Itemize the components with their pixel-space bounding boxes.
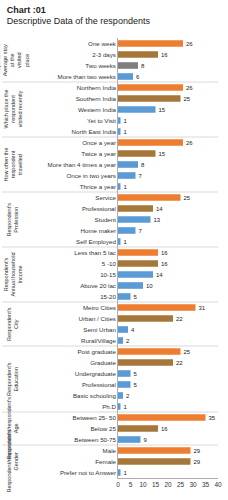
svg-text:How often therespondenttravell: How often therespondenttravelled — [3, 148, 23, 182]
svg-text:Prefer not to Answer: Prefer not to Answer — [60, 469, 116, 476]
svg-text:5: 5 — [134, 294, 138, 300]
svg-text:8: 8 — [141, 162, 145, 168]
svg-text:2-3 days: 2-3 days — [92, 51, 116, 58]
svg-text:Graduate: Graduate — [90, 359, 116, 366]
svg-text:5: 5 — [129, 481, 133, 488]
svg-text:Less than 5 lac: Less than 5 lac — [74, 249, 116, 256]
svg-text:Northern India: Northern India — [77, 84, 117, 91]
svg-text:Student: Student — [95, 216, 117, 223]
svg-text:1: 1 — [124, 239, 128, 245]
svg-text:0: 0 — [116, 481, 120, 488]
svg-text:Respondent'sAverage stayat the: Respondent'sAverage stayat thevisitedpla… — [0, 43, 30, 77]
svg-text:22: 22 — [176, 360, 183, 366]
svg-text:Urban / Cities: Urban / Cities — [78, 315, 115, 322]
svg-text:29: 29 — [194, 459, 201, 465]
svg-text:1: 1 — [124, 118, 128, 124]
svg-text:Once a year: Once a year — [82, 139, 116, 146]
svg-text:Professional: Professional — [82, 205, 116, 212]
svg-text:4: 4 — [131, 327, 135, 333]
svg-text:5: 5 — [134, 382, 138, 388]
svg-text:35: 35 — [209, 415, 216, 421]
svg-text:26: 26 — [186, 41, 193, 47]
svg-text:Western India: Western India — [78, 106, 117, 113]
svg-text:8: 8 — [141, 63, 145, 69]
svg-text:15: 15 — [159, 151, 166, 157]
svg-text:Respondent/respondent'sGender: Respondent/respondent'sGender — [6, 430, 19, 493]
svg-text:10: 10 — [139, 481, 147, 488]
svg-text:15: 15 — [152, 481, 160, 488]
svg-text:Yet to Visit: Yet to Visit — [87, 117, 116, 124]
svg-text:More than two weeks: More than two weeks — [57, 73, 115, 80]
svg-text:40: 40 — [214, 481, 222, 488]
svg-text:26: 26 — [186, 140, 193, 146]
svg-text:25: 25 — [184, 195, 191, 201]
svg-text:Undergraduate: Undergraduate — [75, 370, 117, 377]
svg-text:5 -10: 5 -10 — [102, 260, 117, 267]
svg-text:16: 16 — [161, 261, 168, 267]
svg-text:20: 20 — [164, 481, 172, 488]
svg-text:1: 1 — [124, 129, 128, 135]
svg-text:1: 1 — [124, 470, 128, 476]
svg-text:35: 35 — [202, 481, 210, 488]
svg-text:Two weeks: Two weeks — [85, 62, 116, 69]
svg-text:Ph.D: Ph.D — [102, 403, 116, 410]
svg-text:10: 10 — [146, 283, 153, 289]
svg-text:Basic schooling: Basic schooling — [73, 392, 117, 399]
svg-text:Female: Female — [95, 458, 116, 465]
svg-text:More than 4 times a year: More than 4 times a year — [48, 161, 116, 168]
svg-text:Respondent'sCity: Respondent'sCity — [6, 307, 19, 341]
svg-text:Respondent/respondent'sAge: Respondent/respondent'sAge — [6, 397, 19, 460]
svg-text:6: 6 — [136, 74, 140, 80]
svg-text:16: 16 — [161, 426, 168, 432]
svg-text:Once in two years: Once in two years — [66, 172, 116, 179]
svg-text:14: 14 — [156, 206, 163, 212]
svg-text:North East India: North East India — [72, 128, 117, 135]
svg-text:Southern India: Southern India — [76, 95, 117, 102]
svg-text:5: 5 — [134, 371, 138, 377]
svg-text:Service: Service — [95, 194, 116, 201]
svg-text:15-20: 15-20 — [100, 293, 116, 300]
svg-text:Home maker: Home maker — [81, 227, 116, 234]
svg-text:Thrice a year: Thrice a year — [80, 183, 116, 190]
svg-text:26: 26 — [186, 85, 193, 91]
svg-text:31: 31 — [199, 305, 206, 311]
svg-text:22: 22 — [176, 316, 183, 322]
svg-text:Respondent'sEducation: Respondent'sEducation — [6, 362, 19, 396]
svg-text:Respondent'sAnnual householdIn: Respondent'sAnnual householdIncome — [3, 252, 23, 296]
svg-text:7: 7 — [139, 228, 143, 234]
svg-text:Above 20 lac: Above 20 lac — [80, 282, 116, 289]
svg-text:25: 25 — [177, 481, 185, 488]
svg-text:Male: Male — [103, 447, 117, 454]
svg-text:Post graduate: Post graduate — [77, 348, 116, 355]
svg-text:15: 15 — [159, 107, 166, 113]
svg-text:16: 16 — [161, 250, 168, 256]
svg-text:9: 9 — [144, 437, 148, 443]
svg-text:Twice a year: Twice a year — [81, 150, 116, 157]
svg-text:2: 2 — [126, 338, 130, 344]
svg-text:Chart :01Descriptive Data of t: Chart :01Descriptive Data of the respond… — [7, 5, 151, 27]
svg-text:1: 1 — [124, 184, 128, 190]
svg-text:Self Employed: Self Employed — [76, 238, 116, 245]
svg-text:25: 25 — [184, 349, 191, 355]
svg-text:7: 7 — [139, 173, 143, 179]
svg-text:Between 50-75: Between 50-75 — [74, 436, 116, 443]
svg-text:25: 25 — [184, 96, 191, 102]
svg-text:13: 13 — [154, 217, 161, 223]
svg-text:Professional: Professional — [82, 381, 116, 388]
svg-text:Respondent'sProfession: Respondent'sProfession — [6, 203, 19, 237]
svg-text:Semi Urban: Semi Urban — [83, 326, 116, 333]
svg-text:1: 1 — [124, 404, 128, 410]
svg-text:Rural/Village: Rural/Village — [81, 337, 117, 344]
svg-text:10-15: 10-15 — [100, 271, 116, 278]
svg-text:Between 25- 50: Between 25- 50 — [73, 414, 117, 421]
svg-text:14: 14 — [156, 272, 163, 278]
svg-text:Which place therespondentvisit: Which place therespondentvisited recentl… — [3, 89, 23, 128]
svg-text:2: 2 — [126, 393, 130, 399]
svg-text:30: 30 — [189, 481, 197, 488]
svg-text:29: 29 — [194, 448, 201, 454]
svg-text:Below 25: Below 25 — [90, 425, 116, 432]
svg-text:Metro Cities: Metro Cities — [83, 304, 116, 311]
svg-text:One week: One week — [88, 40, 117, 47]
svg-text:16: 16 — [161, 52, 168, 58]
